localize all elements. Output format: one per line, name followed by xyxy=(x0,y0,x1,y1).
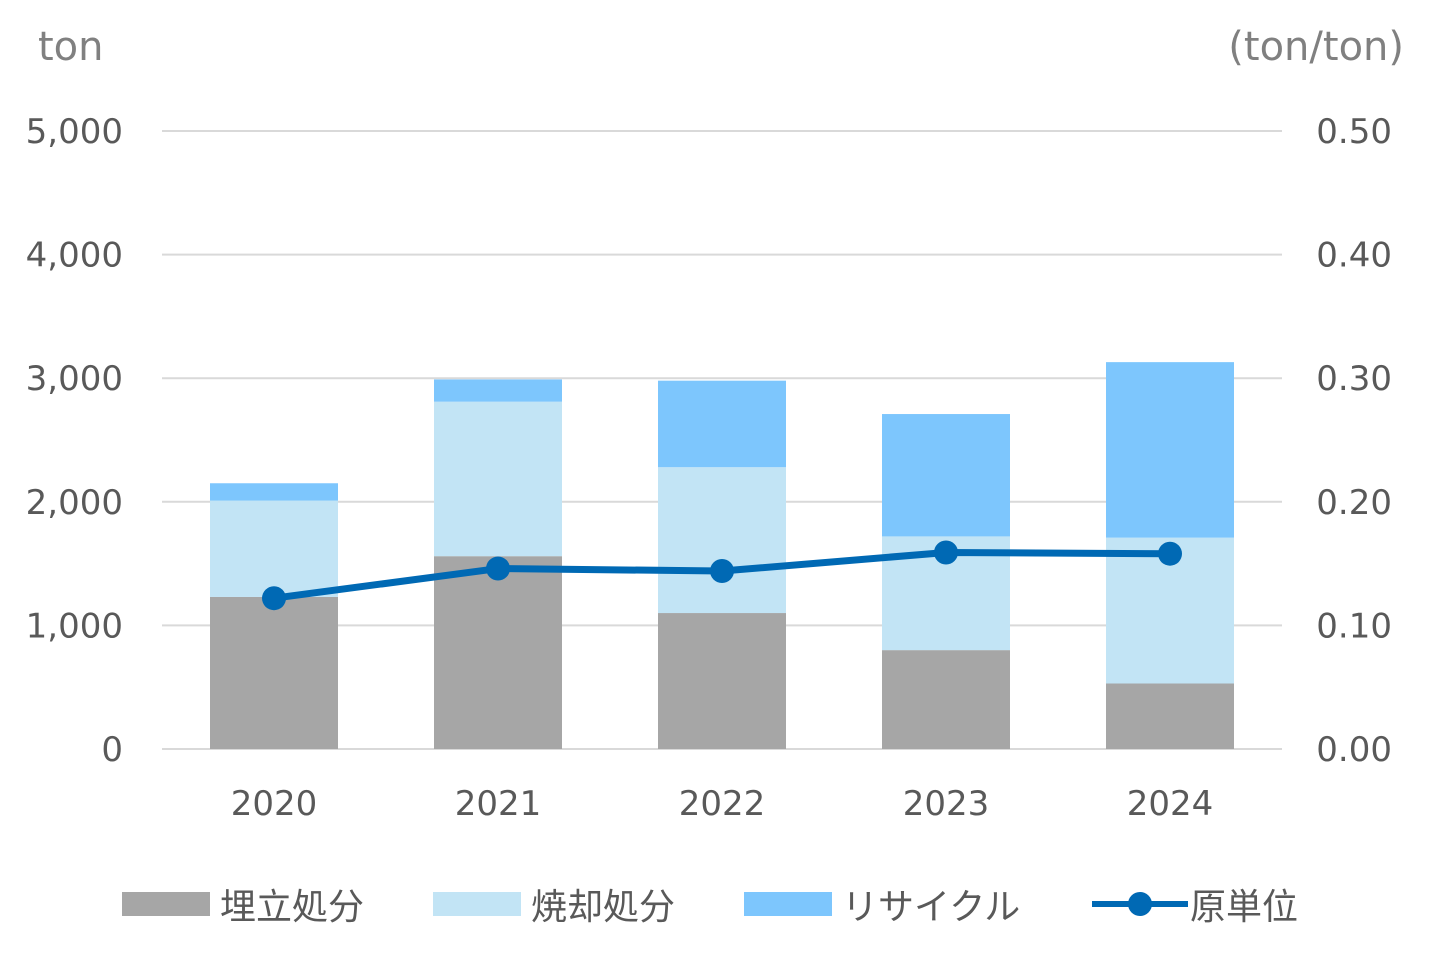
left-tick-label: 4,000 xyxy=(26,236,123,276)
right-tick-label: 0.10 xyxy=(1316,606,1392,646)
left-tick-label: 3,000 xyxy=(26,359,123,399)
legend-marker-intensity xyxy=(1092,892,1188,916)
legend-swatch-incineration xyxy=(433,892,521,916)
legend-item-incineration: 焼却処分 xyxy=(433,874,675,934)
left-tick-label: 0 xyxy=(101,730,123,770)
x-axis-ticks: 2020 2021 2022 2023 2024 xyxy=(231,784,1214,824)
left-tick-label: 5,000 xyxy=(26,112,123,152)
legend-label-incineration: 焼却処分 xyxy=(531,887,676,928)
x-tick-label: 2024 xyxy=(1127,784,1214,824)
bar-segment-1-2021 xyxy=(434,401,562,557)
right-axis-ticks: 0.00 0.10 0.20 0.30 0.40 0.50 xyxy=(1316,112,1392,770)
legend-label-recycle: リサイクル xyxy=(842,887,1021,928)
right-tick-label: 0.30 xyxy=(1316,359,1392,399)
bar-segment-0-2023 xyxy=(882,650,1010,749)
legend-label-intensity: 原単位 xyxy=(1190,887,1299,928)
bar-segment-0-2020 xyxy=(210,596,338,749)
legend-item-recycle: リサイクル xyxy=(744,874,1020,934)
right-tick-label: 0.00 xyxy=(1316,730,1392,770)
legend-swatch-landfill xyxy=(122,892,210,916)
bar-segment-1-2022 xyxy=(658,467,786,614)
bar-segment-2-2021 xyxy=(434,379,562,402)
right-tick-label: 0.40 xyxy=(1316,236,1392,276)
bar-segment-0-2024 xyxy=(1106,683,1234,749)
legend: 埋立処分 焼却処分 リサイクル 原単位 xyxy=(0,874,1438,934)
legend-item-intensity: 原単位 xyxy=(1092,874,1298,934)
intensity-point-2024 xyxy=(1158,541,1182,566)
intensity-line xyxy=(262,540,1182,611)
bar-segment-2-2023 xyxy=(882,414,1010,537)
x-tick-label: 2022 xyxy=(679,784,766,824)
right-tick-label: 0.50 xyxy=(1316,112,1392,152)
x-tick-label: 2021 xyxy=(455,784,542,824)
right-tick-label: 0.20 xyxy=(1316,483,1392,523)
left-tick-label: 2,000 xyxy=(26,483,123,523)
intensity-point-2020 xyxy=(262,586,286,611)
bar-segment-1-2020 xyxy=(210,500,338,597)
legend-label-landfill: 埋立処分 xyxy=(220,887,365,928)
bar-segment-0-2022 xyxy=(658,613,786,749)
legend-swatch-recycle xyxy=(744,892,832,916)
bar-segment-2-2024 xyxy=(1106,362,1234,538)
right-axis-unit: (ton/ton) xyxy=(1228,24,1404,70)
x-tick-label: 2023 xyxy=(903,784,990,824)
bar-segment-0-2021 xyxy=(434,556,562,749)
intensity-point-2023 xyxy=(934,540,958,565)
bar-segment-2-2020 xyxy=(210,483,338,501)
x-tick-label: 2020 xyxy=(231,784,318,824)
left-tick-label: 1,000 xyxy=(26,606,123,646)
left-axis-unit: ton xyxy=(38,24,104,70)
intensity-point-2021 xyxy=(486,556,510,581)
left-axis-ticks: 0 1,000 2,000 3,000 4,000 5,000 xyxy=(26,112,123,770)
bar-segment-2-2022 xyxy=(658,380,786,468)
legend-item-landfill: 埋立処分 xyxy=(122,874,364,934)
bars xyxy=(210,362,1234,749)
intensity-point-2022 xyxy=(710,559,734,584)
